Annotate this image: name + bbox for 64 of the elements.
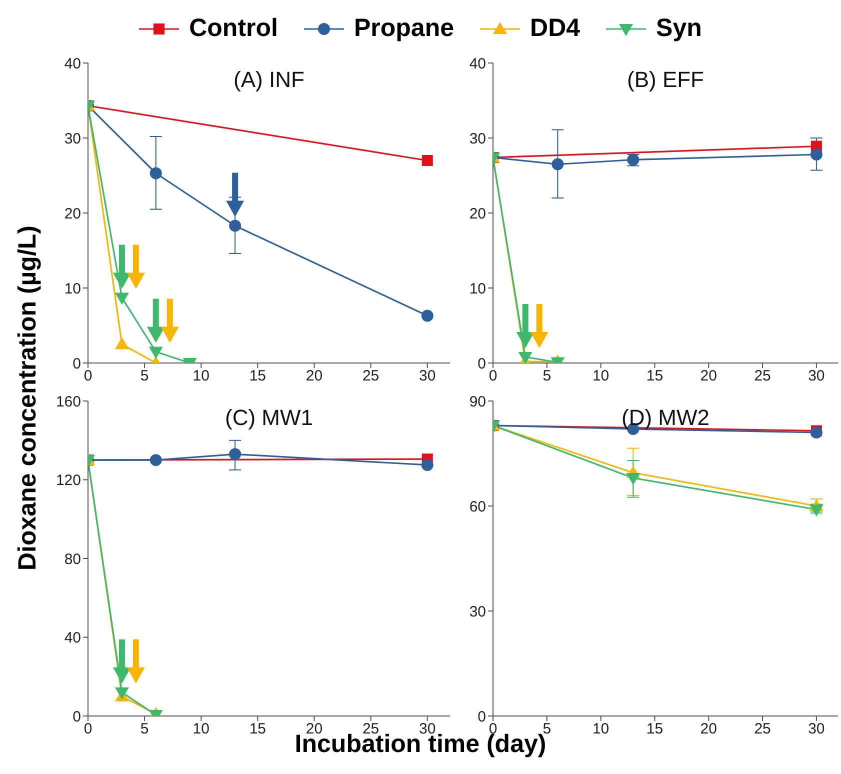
x-tick-label: 10 (192, 368, 210, 385)
x-tick-label: 25 (362, 368, 380, 385)
x-tick-label: 25 (754, 368, 771, 385)
x-tick-label: 10 (592, 368, 610, 385)
x-tick-label: 15 (646, 368, 664, 385)
y-tick-label: 80 (64, 550, 81, 568)
y-tick-label: 0 (72, 355, 81, 372)
chart-title: (D) MW2 (620, 405, 710, 431)
x-tick-label: 5 (140, 368, 149, 385)
y-tick-label: 40 (64, 55, 81, 72)
y-tick-label: 10 (64, 280, 81, 298)
y-tick-label: 60 (469, 498, 486, 516)
point (229, 220, 242, 232)
y-tick-label: 90 (469, 393, 486, 410)
y-tick-label: 30 (64, 130, 81, 148)
point (810, 148, 822, 160)
legend-label: Control (189, 14, 278, 43)
y-axis-title: Dioxane concentration (µg/L) (14, 226, 42, 570)
y-tick-label: 120 (56, 472, 81, 490)
x-tick-label: 20 (700, 368, 717, 385)
x-tick-label: 0 (84, 720, 92, 738)
legend-label: DD4 (530, 14, 580, 43)
y-tick-label: 40 (64, 630, 81, 647)
chart-title: (A) INF (232, 67, 306, 93)
y-tick-label: 160 (56, 393, 81, 410)
x-tick-label: 15 (249, 720, 266, 738)
y-tick-label: 30 (469, 130, 486, 148)
y-tick-label: 0 (72, 708, 81, 726)
y-tick-label: 20 (64, 205, 81, 222)
y-tick-label: 20 (469, 205, 486, 222)
x-tick-label: 5 (542, 720, 552, 738)
point (114, 292, 129, 305)
x-tick-label: 5 (542, 368, 552, 385)
point (422, 155, 433, 166)
x-tick-label: 15 (249, 368, 266, 385)
y-tick-label: 0 (478, 355, 486, 372)
x-tick-label: 30 (419, 368, 436, 385)
chart-title: (B) EFF (626, 67, 705, 93)
point (809, 504, 824, 516)
x-tick-label: 25 (754, 720, 771, 738)
x-tick-label: 0 (84, 368, 92, 385)
x-tick-label: 20 (306, 368, 323, 385)
chart-title: (C) MW1 (224, 405, 314, 431)
x-tick-label: 20 (700, 720, 717, 738)
y-tick-label: 10 (469, 280, 486, 298)
point (150, 454, 162, 466)
x-tick-label: 15 (646, 720, 664, 738)
point (552, 158, 564, 170)
legend-label: Syn (656, 14, 702, 43)
x-tick-label: 0 (488, 368, 498, 385)
x-tick-label: 10 (592, 720, 610, 738)
point (229, 448, 242, 460)
x-tick-label: 10 (192, 720, 210, 738)
x-tick-label: 5 (140, 720, 149, 738)
point (148, 346, 163, 359)
point (421, 310, 434, 322)
point (150, 167, 162, 180)
x-tick-label: 30 (808, 720, 825, 738)
point (421, 458, 434, 471)
x-tick-label: 30 (808, 368, 825, 385)
y-tick-label: 0 (478, 708, 486, 726)
y-tick-label: 30 (469, 603, 486, 620)
legend-label: Propane (354, 14, 454, 43)
y-tick-label: 40 (469, 55, 486, 72)
